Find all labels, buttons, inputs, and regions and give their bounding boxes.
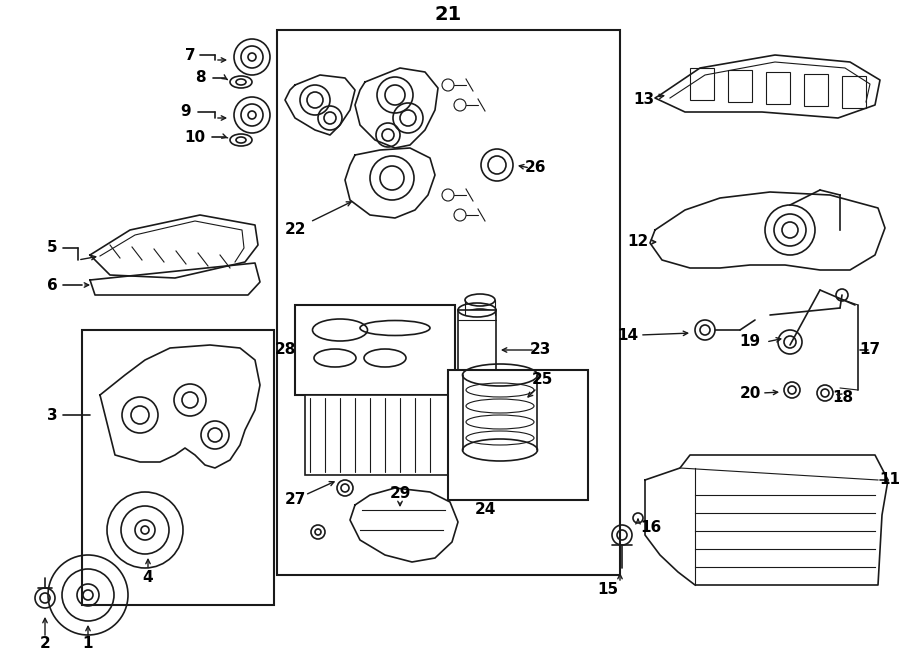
Text: 19: 19 — [740, 334, 760, 350]
Text: 2: 2 — [40, 635, 50, 650]
Text: 1: 1 — [83, 635, 94, 650]
Text: 21: 21 — [435, 5, 462, 24]
Text: 14: 14 — [617, 327, 639, 342]
Bar — [448, 370, 588, 500]
Text: 24: 24 — [474, 502, 496, 518]
Text: 3: 3 — [47, 407, 58, 422]
Text: 8: 8 — [194, 71, 205, 85]
Text: 18: 18 — [832, 391, 853, 405]
Text: 10: 10 — [184, 130, 205, 145]
Text: 22: 22 — [284, 223, 306, 237]
Text: 28: 28 — [274, 342, 296, 358]
Text: 7: 7 — [184, 48, 195, 63]
Text: 16: 16 — [640, 520, 662, 535]
Text: 9: 9 — [181, 104, 192, 120]
Text: 27: 27 — [284, 492, 306, 508]
Bar — [277, 30, 620, 575]
Bar — [804, 74, 828, 106]
Bar — [82, 330, 274, 605]
Bar — [295, 305, 455, 395]
Bar — [728, 70, 752, 102]
Text: 5: 5 — [47, 241, 58, 256]
Bar — [458, 310, 496, 382]
Text: 11: 11 — [879, 473, 900, 488]
Text: 26: 26 — [524, 161, 545, 176]
Bar — [690, 68, 714, 100]
Text: 13: 13 — [634, 93, 654, 108]
Text: 4: 4 — [143, 570, 153, 584]
Text: 23: 23 — [529, 342, 551, 358]
Text: 25: 25 — [531, 373, 553, 387]
Text: 29: 29 — [390, 485, 410, 500]
Text: 15: 15 — [598, 582, 618, 598]
Text: 12: 12 — [627, 235, 649, 249]
Bar — [766, 72, 790, 104]
Text: 17: 17 — [860, 342, 880, 358]
Text: 6: 6 — [47, 278, 58, 293]
Bar — [305, 395, 453, 475]
Text: 20: 20 — [739, 385, 760, 401]
Bar — [842, 76, 866, 108]
